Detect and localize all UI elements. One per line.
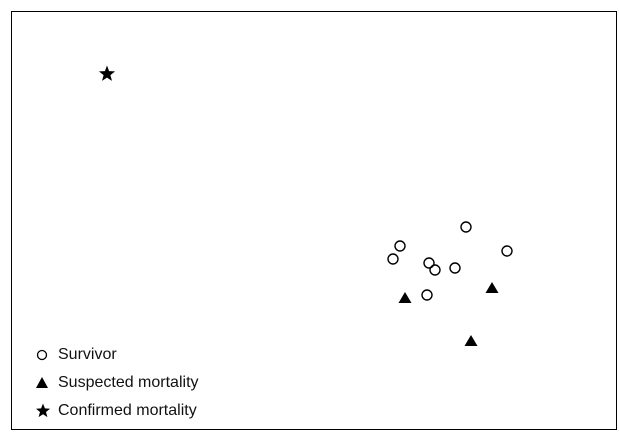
point-survivor-1 <box>460 221 472 233</box>
point-survivor-7 <box>449 262 461 274</box>
legend-label-confirmed-mortality: Confirmed mortality <box>58 402 197 419</box>
data-marks <box>98 65 513 346</box>
point-suspected-mortality-2 <box>485 282 499 293</box>
point-survivor-3 <box>387 253 399 265</box>
point-survivor-4 <box>501 245 513 257</box>
point-survivor-8 <box>421 289 433 301</box>
legend-item-survivor: Survivor <box>36 341 199 369</box>
point-suspected-mortality-1 <box>398 292 412 303</box>
filled-star-icon <box>36 403 58 419</box>
legend-label-survivor: Survivor <box>58 346 117 363</box>
legend-item-suspected-mortality: Suspected mortality <box>36 369 199 397</box>
filled-triangle-icon <box>36 376 58 390</box>
plot-frame <box>11 11 617 430</box>
point-confirmed-mortality-1 <box>98 65 116 81</box>
point-survivor-2 <box>394 240 406 252</box>
point-survivor-6 <box>429 264 441 276</box>
legend-label-suspected-mortality: Suspected mortality <box>58 374 199 391</box>
point-suspected-mortality-3 <box>464 335 478 346</box>
legend-item-confirmed-mortality: Confirmed mortality <box>36 397 199 425</box>
point-survivor-5 <box>423 257 435 269</box>
legend: Survivor Suspected mortality Confirmed m… <box>36 341 199 425</box>
open-circle-icon <box>36 348 58 362</box>
